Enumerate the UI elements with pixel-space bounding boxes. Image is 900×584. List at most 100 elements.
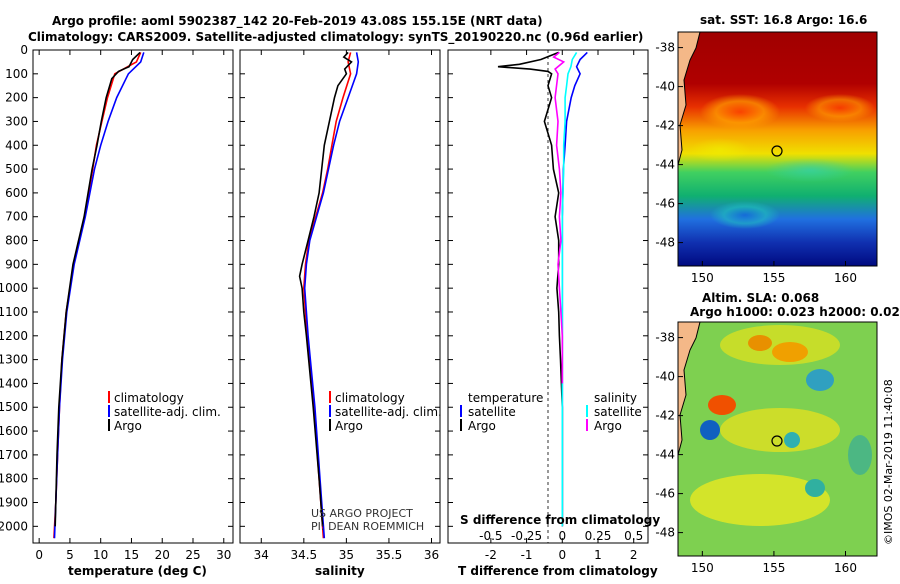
sla-low	[700, 420, 720, 440]
diff-legend-salinity-header: salinity	[594, 391, 637, 405]
depth-tick-label: 400	[5, 138, 28, 152]
map-y-tick-label: -48	[655, 526, 675, 540]
temperature-frame	[32, 49, 234, 544]
sst-map: sat. SST: 16.8 Argo: 16.6 150 155 160 -38 -4…	[655, 13, 878, 285]
x-tick-label: 0	[35, 548, 43, 562]
series-line-s-argo	[552, 51, 566, 384]
difference-legend: temperature satellite Argo salinity sate…	[460, 391, 642, 433]
map-y-tick-label: -46	[655, 197, 675, 211]
depth-tick-label: 1800	[0, 472, 28, 486]
x-tick-label: 2	[630, 548, 638, 562]
sst-landmass	[678, 32, 701, 166]
depth-tick-label: 1700	[0, 448, 28, 462]
difference-ticks: -2 -1 0 1 2 -0.5 -0.25 0 0.25 0.5	[448, 49, 648, 562]
series-line-s-satellite	[561, 51, 578, 527]
sla-low	[848, 435, 872, 475]
sla-map-title-2: Argo h1000: 0.023 h2000: 0.02	[690, 305, 900, 319]
depth-tick-label: 900	[5, 257, 28, 271]
sla-map-title-1: Altim. SLA: 0.068	[702, 291, 819, 305]
x-tick-label: 10	[93, 548, 108, 562]
map-y-tick-label: -38	[655, 331, 675, 345]
map-x-tick-label: 150	[691, 561, 714, 575]
x-tick-label: 34	[254, 548, 269, 562]
s-diff-tick-label: 0.5	[624, 529, 643, 543]
s-diff-tick-label: 0	[558, 529, 566, 543]
sla-low	[806, 369, 834, 391]
diff-legend-temperature-header: temperature	[468, 391, 543, 405]
map-y-tick-label: -42	[655, 119, 675, 133]
title-line-2: Climatology: CARS2009. Satellite-adjuste…	[28, 30, 643, 45]
sla-patch	[720, 408, 840, 452]
series-line-argo	[298, 51, 353, 527]
temperature-legend-argo: Argo	[114, 419, 142, 433]
sst-warm-eddy	[805, 94, 875, 122]
map-y-tick-label: -48	[655, 236, 675, 250]
sst-cyan-patch	[765, 158, 855, 182]
depth-tick-label: 1200	[0, 329, 28, 343]
pi-credit: PI: DEAN ROEMMICH	[311, 520, 424, 533]
depth-tick-label: 1400	[0, 376, 28, 390]
temperature-xlabel: temperature (deg C)	[68, 564, 207, 578]
x-tick-label: 35.5	[376, 548, 403, 562]
x-tick-label: 0	[558, 548, 566, 562]
x-tick-label: 35	[339, 548, 354, 562]
sla-patch	[690, 474, 830, 526]
sla-map-frame	[677, 321, 878, 557]
depth-tick-label: 0	[20, 43, 28, 57]
salinity-frame	[239, 49, 441, 544]
diff-legend-t-argo: Argo	[468, 419, 496, 433]
temperature-panel: 0 5 10 15 20 25 30 temperature (deg C) climato…	[32, 49, 234, 578]
temperature-lines	[53, 51, 145, 539]
salinity-legend-satellite: satellite-adj. clim.	[335, 405, 442, 419]
salinity-legend: climatology satellite-adj. clim. Argo	[329, 391, 442, 433]
map-x-tick-label: 160	[834, 271, 857, 285]
depth-tick-label: 100	[5, 67, 28, 81]
x-tick-label: 1	[594, 548, 602, 562]
sst-argo-marker	[771, 145, 783, 157]
salinity-xlabel: salinity	[315, 564, 365, 578]
depth-tick-label: 200	[5, 91, 28, 105]
t-difference-xlabel: T difference from climatology	[458, 564, 658, 578]
map-y-tick-label: -38	[655, 41, 675, 55]
depth-tick-label: 800	[5, 234, 28, 248]
title-line-1: Argo profile: aoml 5902387_142 20-Feb-20…	[52, 14, 543, 29]
imos-credit: ©IMOS 02-Mar-2019 11:40:08	[882, 379, 895, 545]
sla-argo-marker	[771, 435, 783, 447]
sla-map: Altim. SLA: 0.068 Argo h1000: 0.023 h200…	[655, 291, 899, 575]
depth-tick-label: 600	[5, 186, 28, 200]
sla-high	[748, 335, 772, 351]
s-difference-label: S difference from climatology	[460, 513, 660, 527]
sst-map-ticks: 150 155 160 -38 -40 -42 -44 -46 -48	[655, 41, 857, 285]
sla-landmass	[678, 322, 701, 456]
depth-tick-label: 1000	[0, 281, 28, 295]
sst-yellow-patch	[690, 138, 750, 162]
map-x-tick-label: 155	[762, 561, 785, 575]
series-line-satellite-adj-clim-	[303, 52, 360, 539]
x-tick-label: 34.5	[290, 548, 317, 562]
x-tick-label: -2	[485, 548, 497, 562]
map-y-tick-label: -40	[655, 370, 675, 384]
series-line-argo	[54, 51, 141, 527]
sst-map-title: sat. SST: 16.8 Argo: 16.6	[700, 13, 867, 27]
salinity-legend-argo: Argo	[335, 419, 363, 433]
salinity-ticks: 34 34.5 35 35.5 36	[240, 49, 440, 562]
s-diff-tick-label: -0.5	[479, 529, 502, 543]
series-line-climatology	[302, 52, 352, 539]
map-y-tick-label: -42	[655, 409, 675, 423]
sst-map-frame	[677, 31, 878, 267]
x-tick-label: 5	[66, 548, 74, 562]
sla-low	[784, 432, 800, 448]
depth-axis-labels: 0 100 200 300 400 500 600 700 800 900 1000 1100 1200…	[0, 43, 28, 533]
salinity-lines	[298, 51, 360, 539]
map-x-tick-label: 160	[834, 561, 857, 575]
diff-legend-s-satellite: satellite	[594, 405, 642, 419]
depth-tick-label: 1600	[0, 424, 28, 438]
x-tick-label: 36	[424, 548, 439, 562]
map-y-tick-label: -40	[655, 80, 675, 94]
map-y-tick-label: -44	[655, 448, 675, 462]
map-x-tick-label: 150	[691, 271, 714, 285]
map-x-tick-label: 155	[762, 271, 785, 285]
depth-tick-label: 1900	[0, 496, 28, 510]
map-y-tick-label: -46	[655, 487, 675, 501]
